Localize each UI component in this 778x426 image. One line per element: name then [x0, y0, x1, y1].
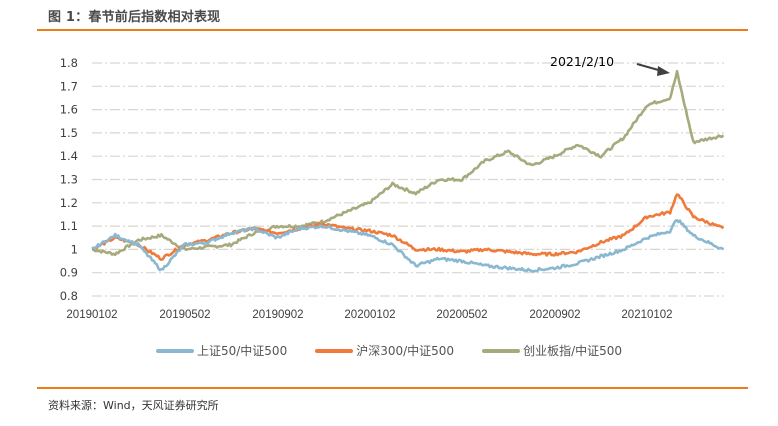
x-tick-label: 20200902	[529, 309, 580, 321]
x-tick-label: 20200102	[344, 309, 395, 321]
y-tick-label: 1.8	[60, 56, 78, 70]
title-divider	[37, 29, 748, 31]
y-tick-label: 1.7	[60, 79, 78, 93]
y-tick-label: 1.5	[60, 126, 78, 140]
series-line	[91, 69, 725, 257]
peak-annotation: 2021/2/10	[550, 54, 670, 76]
legend-label: 上证50/中证500	[196, 344, 288, 358]
legend-item-cyb: 创业板指/中证500	[482, 342, 622, 359]
series-line	[91, 193, 725, 262]
y-tick-label: 1.2	[60, 196, 78, 210]
x-tick-label: 20210102	[621, 309, 672, 321]
y-tick-label: 1.3	[60, 173, 78, 187]
line-chart: 1.8 1.7 1.6 1.5 1.4 1.3 1.2 1.1 1 0.9 0.8 20190102…	[60, 54, 725, 321]
x-tick-label: 20200502	[436, 309, 487, 321]
figure-title: 图 1：春节前后指数相对表现	[48, 10, 221, 25]
y-tick-label: 1.1	[60, 219, 78, 233]
legend-item-sz50: 上证50/中证500	[155, 342, 288, 359]
x-axis-ticks: 20190102 20190502 20190902 20200102 20200502…	[66, 309, 672, 321]
legend-swatch-green-icon	[482, 348, 521, 353]
legend-label: 创业板指/中证500	[523, 344, 623, 358]
source-note: 资料来源：Wind，天风证券研究所	[48, 399, 219, 412]
x-tick-label: 20190502	[159, 309, 210, 321]
series-lines	[91, 69, 725, 273]
legend-swatch-blue-icon	[155, 348, 194, 353]
y-tick-label: 1.6	[60, 103, 78, 117]
gridlines	[92, 62, 724, 297]
legend-label: 沪深300/中证500	[356, 344, 455, 358]
x-tick-label: 20190902	[252, 309, 303, 321]
y-axis-ticks: 1.8 1.7 1.6 1.5 1.4 1.3 1.2 1.1 1 0.9 0.8	[60, 56, 78, 303]
legend-item-hs300: 沪深300/中证500	[315, 342, 454, 359]
chart-legend: 上证50/中证500 沪深300/中证500 创业板指/中证500	[0, 342, 778, 359]
y-tick-label: 1	[71, 242, 78, 256]
source-divider	[37, 387, 748, 389]
series-line	[91, 219, 725, 273]
y-tick-label: 0.8	[60, 289, 78, 303]
legend-swatch-orange-icon	[315, 348, 354, 353]
annotation-label: 2021/2/10	[550, 54, 614, 69]
annotation-arrow-head-icon	[657, 66, 670, 76]
y-tick-label: 1.4	[60, 149, 78, 163]
x-tick-label: 20190102	[66, 309, 117, 321]
y-tick-label: 0.9	[60, 266, 78, 280]
